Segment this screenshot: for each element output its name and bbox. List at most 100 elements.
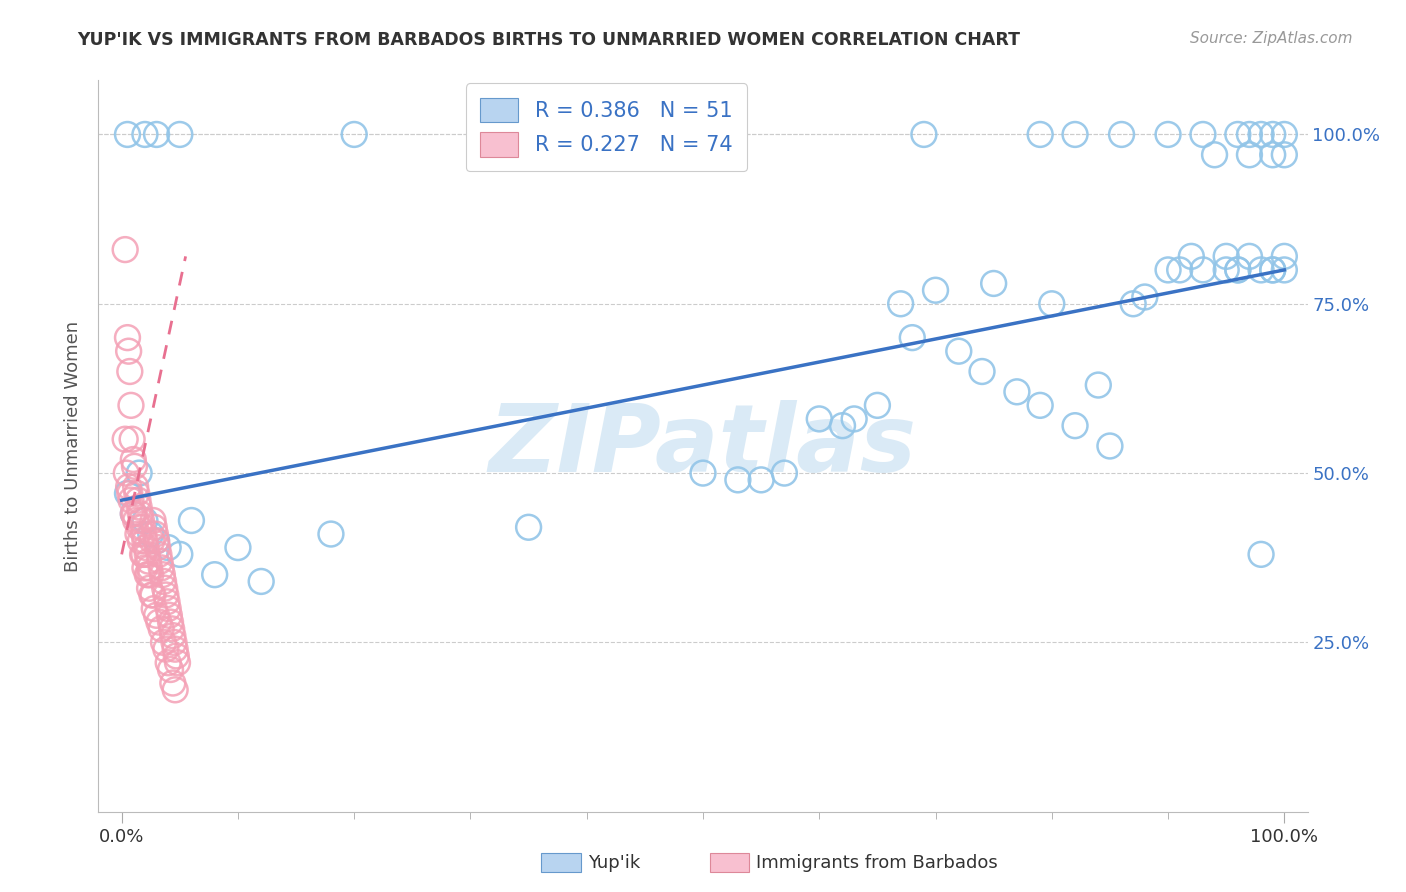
- Point: [1111, 128, 1133, 142]
- Text: YUP'IK VS IMMIGRANTS FROM BARBADOS BIRTHS TO UNMARRIED WOMEN CORRELATION CHART: YUP'IK VS IMMIGRANTS FROM BARBADOS BIRTH…: [77, 31, 1021, 49]
- Point: [1133, 290, 1156, 304]
- Point: [890, 297, 912, 311]
- Point: [118, 344, 141, 359]
- Point: [142, 588, 165, 602]
- Point: [131, 514, 153, 528]
- Point: [141, 533, 163, 548]
- Point: [1261, 263, 1284, 277]
- Point: [1250, 547, 1272, 561]
- Point: [145, 533, 167, 548]
- Point: [343, 128, 366, 142]
- Point: [118, 364, 141, 378]
- Point: [117, 128, 139, 142]
- Point: [155, 642, 177, 657]
- Point: [1157, 128, 1180, 142]
- Point: [128, 466, 150, 480]
- Point: [136, 567, 159, 582]
- Point: [1029, 128, 1052, 142]
- Point: [132, 527, 155, 541]
- Point: [114, 432, 136, 446]
- Point: [153, 581, 176, 595]
- Point: [692, 466, 714, 480]
- Text: Source: ZipAtlas.com: Source: ZipAtlas.com: [1189, 31, 1353, 46]
- Point: [1064, 418, 1087, 433]
- Point: [122, 507, 145, 521]
- Point: [1261, 148, 1284, 162]
- Point: [145, 608, 167, 623]
- Point: [131, 547, 153, 561]
- Point: [749, 473, 772, 487]
- Point: [165, 642, 187, 657]
- Point: [157, 601, 180, 615]
- Point: [143, 601, 166, 615]
- Point: [1215, 249, 1237, 263]
- Point: [128, 500, 150, 514]
- Point: [1261, 128, 1284, 142]
- Point: [152, 635, 174, 649]
- Point: [125, 486, 148, 500]
- Point: [924, 283, 946, 297]
- Point: [122, 452, 145, 467]
- Point: [143, 520, 166, 534]
- Point: [1192, 263, 1215, 277]
- Point: [148, 615, 170, 629]
- Text: Yup'ik: Yup'ik: [588, 854, 640, 871]
- Point: [139, 567, 162, 582]
- Point: [139, 527, 162, 541]
- Point: [226, 541, 249, 555]
- Point: [1098, 439, 1121, 453]
- Point: [1226, 263, 1249, 277]
- Point: [1157, 263, 1180, 277]
- Point: [844, 412, 866, 426]
- Point: [145, 527, 167, 541]
- Point: [1272, 263, 1295, 277]
- Point: [169, 547, 191, 561]
- Point: [118, 486, 141, 500]
- Point: [148, 547, 170, 561]
- Point: [1261, 263, 1284, 277]
- Point: [1180, 249, 1202, 263]
- Point: [131, 520, 153, 534]
- Point: [156, 595, 179, 609]
- Point: [180, 514, 202, 528]
- Point: [1204, 148, 1226, 162]
- Point: [134, 533, 156, 548]
- Point: [159, 663, 181, 677]
- Point: [727, 473, 749, 487]
- Point: [159, 615, 181, 629]
- Point: [1087, 378, 1109, 392]
- Point: [901, 331, 924, 345]
- Point: [1226, 263, 1249, 277]
- Text: ZIPatlas: ZIPatlas: [489, 400, 917, 492]
- Point: [912, 128, 935, 142]
- Point: [1226, 128, 1249, 142]
- Point: [165, 648, 187, 663]
- Point: [138, 581, 160, 595]
- Point: [831, 418, 853, 433]
- Point: [150, 567, 173, 582]
- Point: [138, 554, 160, 568]
- Point: [134, 128, 156, 142]
- Point: [250, 574, 273, 589]
- Point: [141, 588, 163, 602]
- Point: [124, 480, 146, 494]
- Point: [169, 128, 191, 142]
- Point: [1250, 263, 1272, 277]
- Point: [808, 412, 831, 426]
- Point: [1272, 148, 1295, 162]
- Legend: R = 0.386   N = 51, R = 0.227   N = 74: R = 0.386 N = 51, R = 0.227 N = 74: [465, 83, 747, 171]
- Point: [166, 656, 188, 670]
- Point: [970, 364, 993, 378]
- Point: [122, 507, 145, 521]
- Point: [1122, 297, 1144, 311]
- Point: [128, 520, 150, 534]
- Point: [163, 635, 186, 649]
- Point: [1192, 128, 1215, 142]
- Point: [117, 331, 139, 345]
- Point: [118, 480, 141, 494]
- Point: [114, 243, 136, 257]
- Point: [150, 561, 173, 575]
- Point: [319, 527, 342, 541]
- Point: [160, 622, 183, 636]
- Point: [132, 547, 155, 561]
